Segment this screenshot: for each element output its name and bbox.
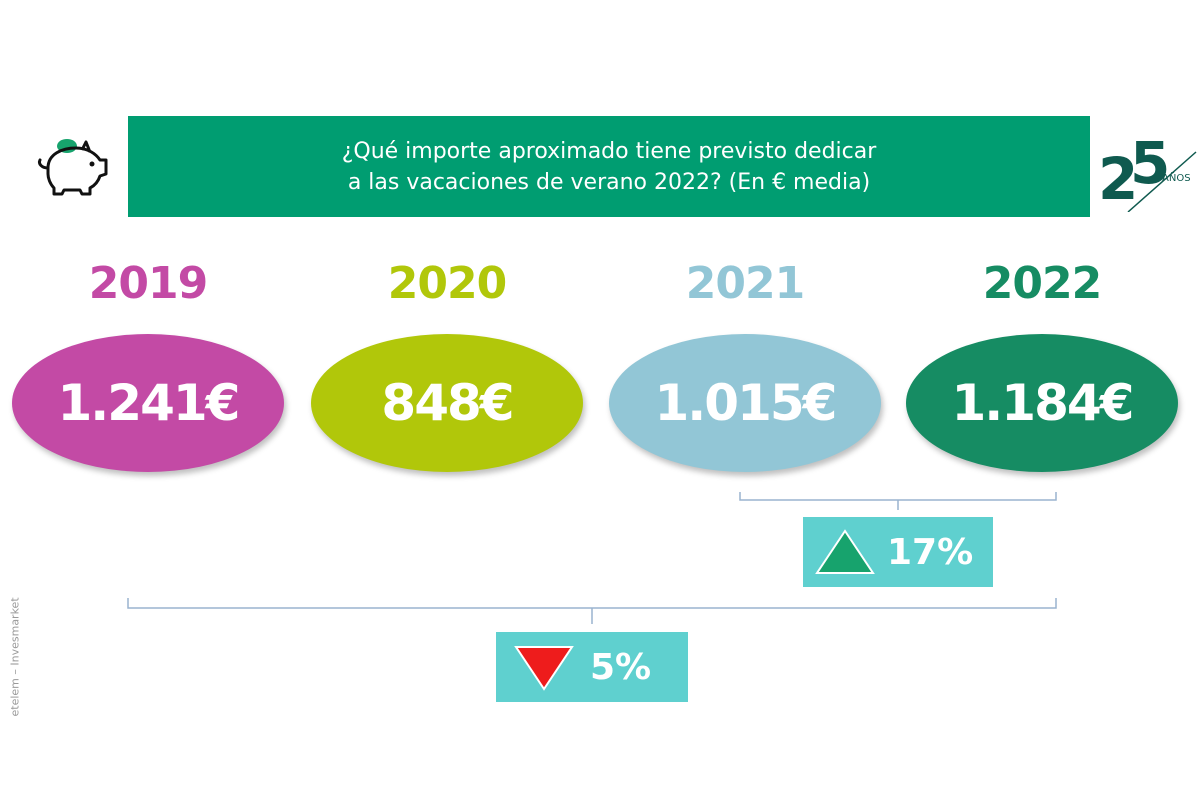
question-line-2: a las vacaciones de verano 2022? (En € m…	[347, 169, 871, 195]
piggy-bank-icon	[38, 139, 108, 196]
anniversary-logo: 2 5 AÑOS	[1096, 134, 1200, 213]
logo-anos-label: AÑOS	[1162, 173, 1191, 184]
year-2022-label: 2022	[982, 258, 1102, 309]
value-label-2021: 1.015€	[654, 374, 838, 432]
source-credit: etelem – Invesmarket	[8, 597, 22, 717]
value-label-2019: 1.241€	[57, 374, 241, 432]
up-arrow-icon	[815, 529, 875, 574]
value-ellipse-2021: 1.015€	[609, 334, 881, 472]
bracket-2021-2022	[739, 492, 1057, 510]
year-2020-label: 2020	[387, 258, 507, 309]
value-ellipse-2019: 1.241€	[12, 334, 284, 472]
question-line-1: ¿Qué importe aproximado tiene previsto d…	[341, 138, 877, 164]
down-arrow-icon	[514, 646, 574, 691]
logo-slash-icon	[1127, 151, 1197, 212]
change-badge-up: 17%	[803, 517, 993, 587]
year-2019-label: 2019	[88, 258, 208, 309]
year-2021-label: 2021	[685, 258, 805, 309]
value-label-2022: 1.184€	[951, 374, 1135, 432]
question-banner: ¿Qué importe aproximado tiene previsto d…	[128, 116, 1090, 217]
value-ellipse-2022: 1.184€	[906, 334, 1178, 472]
change-down-label: 5%	[590, 646, 652, 688]
logo-digit-2: 2	[1098, 145, 1138, 213]
bracket-2019-2022	[127, 598, 1057, 624]
value-label-2020: 848€	[381, 374, 514, 432]
value-ellipse-2020: 848€	[311, 334, 583, 472]
logo-digit-5: 5	[1130, 129, 1170, 197]
change-up-label: 17%	[887, 531, 974, 573]
change-badge-down: 5%	[496, 632, 688, 702]
